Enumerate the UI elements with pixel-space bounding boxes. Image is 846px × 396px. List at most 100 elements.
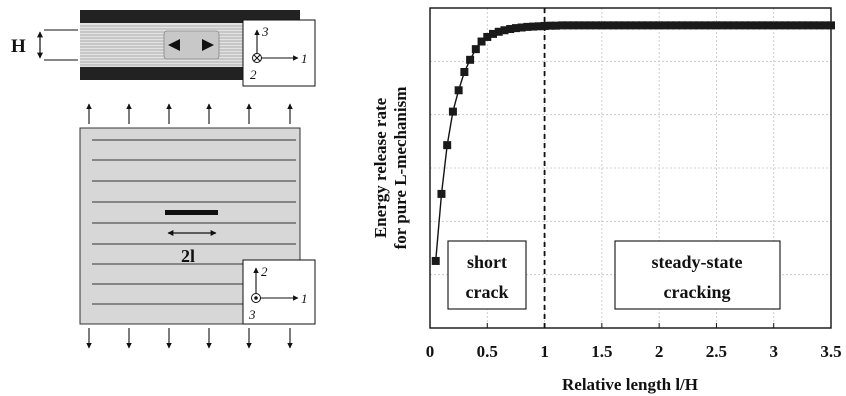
data-point <box>712 21 721 30</box>
crack <box>165 210 218 215</box>
bottom-axis-3-label: 3 <box>248 307 256 322</box>
crack-zone <box>163 30 220 60</box>
x-tick-labels: 0 0.5 1 1.5 2 2.5 3 3.5 <box>426 323 842 361</box>
x-tick-label: 2 <box>655 342 664 361</box>
annotation-steady-state-line-2: cracking <box>664 282 731 302</box>
annotation-steady-state: steady-state cracking <box>614 240 781 310</box>
x-tick-label: 0 <box>426 342 435 361</box>
data-point <box>815 21 824 30</box>
data-point <box>626 21 635 30</box>
plate-in-tension: 2l 2 1 3 <box>79 103 316 349</box>
top-axis-1-label: 1 <box>301 51 308 66</box>
x-tick-label: 2.5 <box>706 342 727 361</box>
data-point <box>798 21 807 30</box>
annotation-steady-state-line-1: steady-state <box>652 252 743 272</box>
data-point <box>506 25 515 34</box>
y-axis-label-line-2: for pure L-mechanism <box>391 87 410 250</box>
data-point <box>460 68 469 76</box>
data-point <box>534 22 543 31</box>
fiber-lines <box>92 139 296 305</box>
top-axis-2-label: 2 <box>250 67 257 82</box>
series-line <box>435 24 831 262</box>
data-point <box>804 21 813 30</box>
data-point <box>511 24 520 33</box>
data-point <box>443 141 452 150</box>
plot-frame <box>429 7 832 329</box>
data-point <box>517 23 526 32</box>
data-point <box>523 22 532 31</box>
thickness-label: H <box>11 36 26 57</box>
data-point <box>546 21 555 30</box>
annotation-short-crack-line-1: short <box>467 252 507 272</box>
crack-tip-left-arrow <box>168 39 180 51</box>
x-axis-label: Relative length l/H <box>562 375 698 394</box>
data-point <box>792 21 801 30</box>
bottom-axis-1-label: 1 <box>301 291 308 306</box>
bottom-axis-2-label: 2 <box>261 264 268 279</box>
data-point <box>603 21 612 30</box>
data-point <box>821 21 830 30</box>
data-point <box>729 21 738 30</box>
data-point <box>615 21 624 30</box>
data-point <box>437 189 446 198</box>
data-point <box>540 21 549 30</box>
x-tick-label: 0.5 <box>477 342 498 361</box>
data-point <box>786 21 795 30</box>
data-point <box>529 22 538 31</box>
data-point <box>466 55 475 64</box>
data-point <box>666 21 675 30</box>
data-point <box>660 21 669 30</box>
data-point <box>454 86 463 95</box>
data-point <box>695 21 704 30</box>
data-point <box>563 21 572 30</box>
data-series <box>431 21 835 265</box>
data-point <box>781 21 790 30</box>
x-tick-label: 1.5 <box>591 342 612 361</box>
data-point <box>637 21 646 30</box>
data-point <box>741 21 750 30</box>
data-point <box>735 21 744 30</box>
data-point <box>483 32 492 41</box>
data-point <box>569 21 578 30</box>
data-point <box>471 45 480 54</box>
data-point <box>597 21 606 30</box>
data-point <box>809 21 818 30</box>
y-axis-label-line-1: Energy release rate <box>371 97 390 238</box>
data-point <box>689 21 698 30</box>
data-point <box>775 21 784 30</box>
data-point <box>580 21 589 30</box>
data-point <box>649 21 658 30</box>
data-point <box>632 21 641 30</box>
data-point <box>489 29 498 38</box>
tension-arrows-top <box>86 103 293 124</box>
data-point <box>706 21 715 30</box>
data-point <box>769 21 778 30</box>
data-point <box>672 21 681 30</box>
laminate-cross-section: H 3 1 2 <box>11 10 316 87</box>
top-axis-3-label: 3 <box>261 24 269 39</box>
crack-tip-right-arrow <box>202 39 214 51</box>
data-point <box>620 21 629 30</box>
data-point <box>763 21 772 30</box>
data-point <box>723 21 732 30</box>
data-point <box>500 26 509 35</box>
annotation-short-crack-line-2: crack <box>466 282 509 302</box>
data-point <box>448 107 457 116</box>
data-point <box>609 21 618 30</box>
data-point <box>643 21 652 30</box>
data-point <box>746 21 755 30</box>
data-point <box>586 21 595 30</box>
data-point <box>683 21 692 30</box>
data-point <box>718 21 727 30</box>
data-point <box>574 21 583 30</box>
x-tick-label: 3.5 <box>820 342 841 361</box>
data-point <box>700 21 709 30</box>
data-point <box>494 27 503 36</box>
tension-arrows-bottom <box>86 328 293 349</box>
data-point <box>752 21 761 30</box>
data-point <box>592 21 601 30</box>
data-point <box>827 21 835 30</box>
data-point <box>431 256 440 265</box>
x-tick-label: 3 <box>769 342 778 361</box>
